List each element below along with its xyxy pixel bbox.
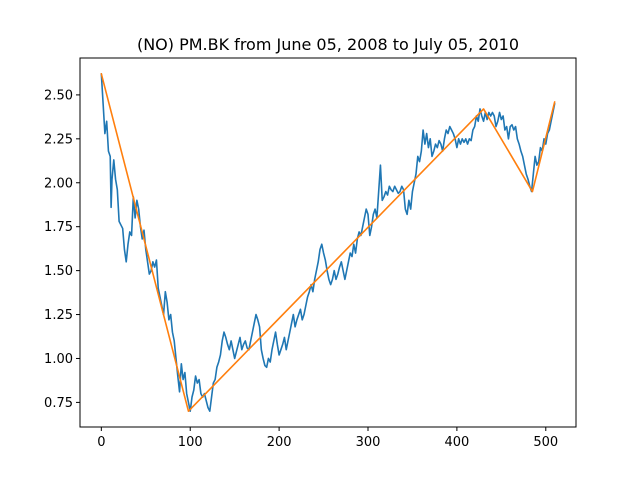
x-axis: 0 100 200 300 400 500 — [97, 427, 558, 450]
plot-frame — [79, 57, 577, 428]
y-tick-label: 2.25 — [44, 132, 73, 147]
y-tick-label: 1.75 — [44, 220, 73, 235]
x-tick-label: 400 — [444, 435, 469, 450]
x-tick-label: 500 — [533, 435, 558, 450]
x-tick-label: 200 — [267, 435, 292, 450]
series-line-2 — [100, 73, 556, 412]
y-tick-label: 2.00 — [44, 176, 73, 191]
series-layer — [100, 73, 556, 412]
y-tick-label: 1.25 — [44, 308, 73, 323]
chart-title: (NO) PM.BK from June 05, 2008 to July 05… — [137, 35, 519, 54]
x-tick-label: 300 — [356, 435, 381, 450]
y-tick-label: 1.00 — [44, 352, 73, 367]
x-tick-label: 100 — [178, 435, 203, 450]
y-tick-label: 2.50 — [44, 88, 73, 103]
y-axis: 0.75 1.00 1.25 1.50 1.75 2.00 2.25 2.50 — [44, 88, 80, 411]
y-tick-label: 0.75 — [44, 396, 73, 411]
series-line-1 — [100, 73, 556, 412]
x-tick-label: 0 — [97, 435, 105, 450]
y-tick-label: 1.50 — [44, 264, 73, 279]
